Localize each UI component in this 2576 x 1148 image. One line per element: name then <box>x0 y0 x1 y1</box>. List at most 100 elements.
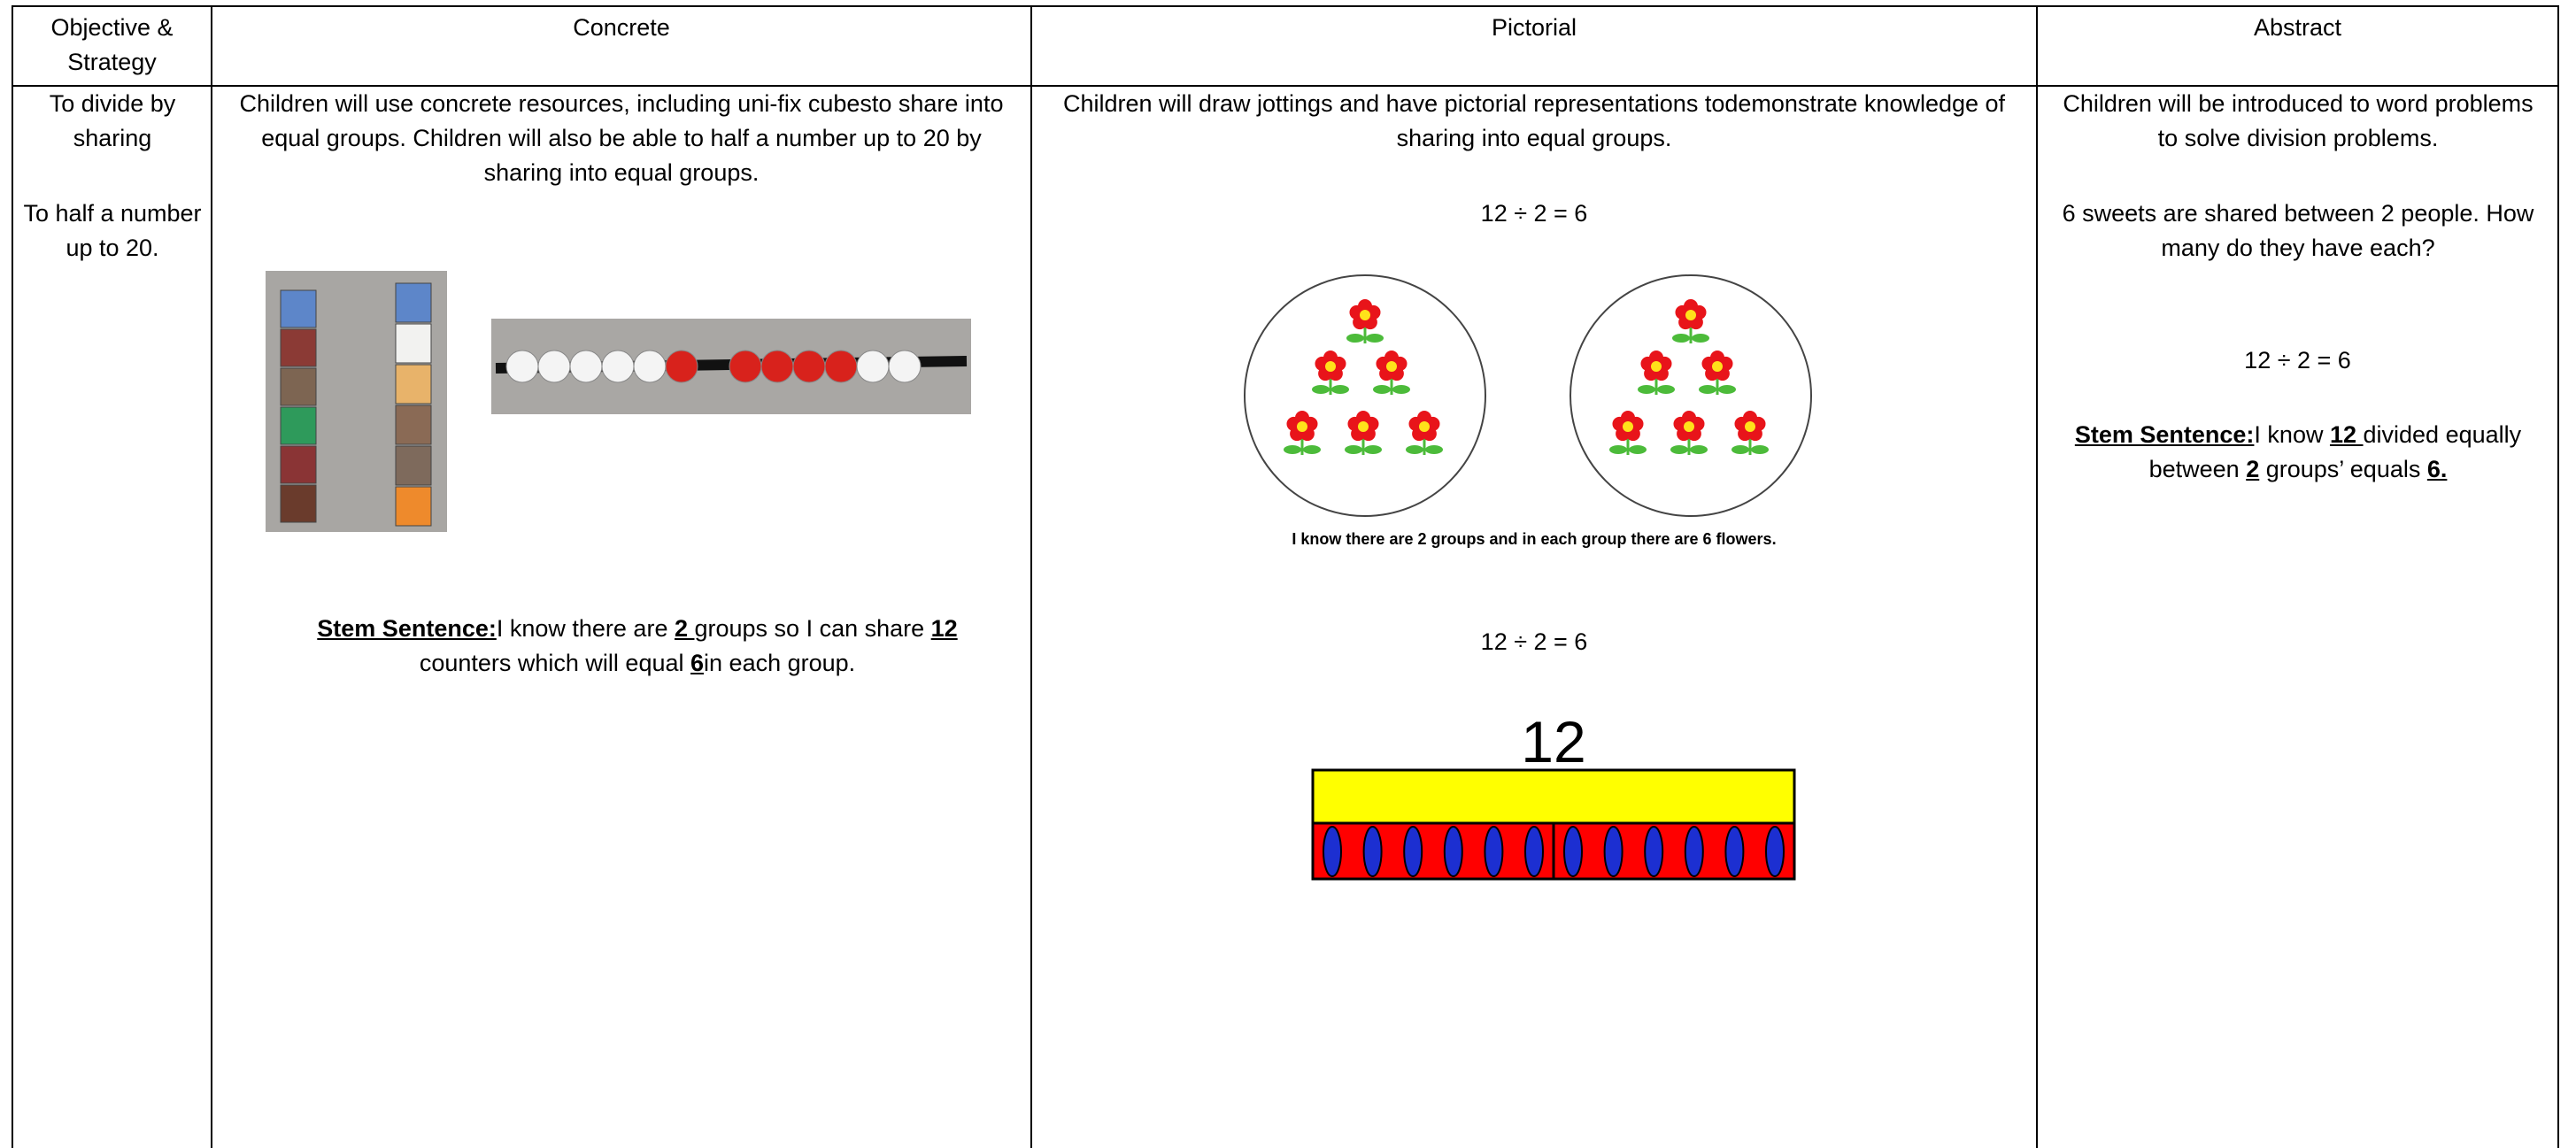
leaf <box>1718 385 1736 394</box>
stem-number: 2 <box>674 615 695 642</box>
equation: 12 ÷ 2 = 6 <box>2244 347 2351 374</box>
flower-centre <box>1297 421 1307 432</box>
flower-centre <box>1358 421 1369 432</box>
leaf <box>1670 445 1688 454</box>
leaf <box>1345 445 1362 454</box>
cube <box>395 404 432 445</box>
stem-text: counters which will equal <box>419 650 690 676</box>
stem-sentence: Stem Sentence:I know there are 2 groups … <box>283 612 991 681</box>
counter <box>1443 826 1463 877</box>
part-bar <box>1552 821 1796 881</box>
caption: I know there are 2 groups and in each gr… <box>1292 530 1777 548</box>
bead <box>537 350 571 383</box>
flower-centre <box>1419 421 1430 432</box>
stem-text: I know <box>2254 421 2330 448</box>
counter <box>1484 826 1504 877</box>
flower-centre <box>1386 361 1397 372</box>
leaf <box>1672 334 1690 343</box>
counter <box>1524 826 1544 877</box>
cube <box>395 364 432 404</box>
column-border <box>1030 5 1032 1148</box>
header-cell: Concrete <box>573 14 670 41</box>
cube <box>395 486 432 527</box>
bar-label: 12 <box>1521 709 1586 774</box>
cube <box>280 328 317 367</box>
leaf <box>1312 385 1330 394</box>
pictorial-intro: Children will draw jottings and have pic… <box>1062 90 2006 151</box>
stem-text: divided equally between <box>2148 421 2522 482</box>
leaf <box>1657 385 1675 394</box>
leaf <box>1392 385 1410 394</box>
cube <box>280 445 317 484</box>
leaf <box>1331 385 1349 394</box>
flower-centre <box>1745 421 1755 432</box>
stem-text: groups’ equals <box>2259 456 2427 482</box>
leaf <box>1731 445 1749 454</box>
abstract-intro: Children will be introduced to word prob… <box>2063 90 2534 151</box>
objective-text: To half a number up to 20. <box>23 200 202 261</box>
leaf <box>1629 445 1647 454</box>
cube <box>280 406 317 445</box>
stem-number: 6. <box>2426 456 2448 482</box>
objective-text: To divide by sharing <box>49 90 176 151</box>
counter <box>1644 826 1664 877</box>
concrete-intro: Children will use concrete resources, in… <box>239 90 1004 186</box>
leaf <box>1284 445 1301 454</box>
part-bar <box>1311 821 1555 881</box>
bead <box>856 350 890 383</box>
flower-centre <box>1325 361 1336 372</box>
leaf <box>1609 445 1627 454</box>
bead <box>792 350 826 383</box>
leaf <box>1346 334 1364 343</box>
flower-centre <box>1623 421 1633 432</box>
bead <box>633 350 667 383</box>
counter <box>1362 826 1383 877</box>
cube <box>280 367 317 406</box>
group-circle <box>1570 274 1812 517</box>
stem-text: I know there are <box>496 615 675 642</box>
flower-centre <box>1685 310 1696 320</box>
flower-centre <box>1684 421 1694 432</box>
bead <box>760 350 794 383</box>
cube <box>280 484 317 523</box>
cube <box>280 289 317 328</box>
counter <box>1403 826 1423 877</box>
bead <box>505 350 539 383</box>
leaf <box>1690 445 1708 454</box>
group-circle <box>1244 274 1486 517</box>
counter <box>1323 826 1342 877</box>
flower-centre <box>1360 310 1370 320</box>
column-border <box>12 5 13 1148</box>
equation: 12 ÷ 2 = 6 <box>1480 628 1588 655</box>
bead <box>729 350 762 383</box>
stem-number: 12 <box>2329 421 2364 448</box>
bead <box>665 350 698 383</box>
bead <box>601 350 635 383</box>
stem-text: groups so I can share <box>694 615 931 642</box>
counter <box>1563 826 1583 877</box>
cube <box>395 445 432 486</box>
stem-number: 6 <box>690 650 705 676</box>
leaf <box>1373 385 1391 394</box>
counter <box>1603 826 1623 877</box>
counter <box>1724 826 1745 877</box>
leaf <box>1699 385 1716 394</box>
flower-centre <box>1712 361 1723 372</box>
flower-centre <box>1651 361 1662 372</box>
stem-text: in each group. <box>704 650 856 676</box>
leaf <box>1303 445 1321 454</box>
bead <box>824 350 858 383</box>
cube <box>395 323 432 364</box>
leaf <box>1692 334 1709 343</box>
leaf <box>1751 445 1769 454</box>
stem-number: 2 <box>2246 456 2260 482</box>
cube <box>395 282 432 323</box>
table-border <box>12 5 2559 7</box>
whole-bar <box>1311 768 1796 825</box>
leaf <box>1364 445 1382 454</box>
column-border <box>211 5 212 1148</box>
header-cell: Pictorial <box>1491 14 1577 41</box>
stem-label: Stem Sentence: <box>317 615 497 642</box>
stem-number: 12 <box>930 615 958 642</box>
